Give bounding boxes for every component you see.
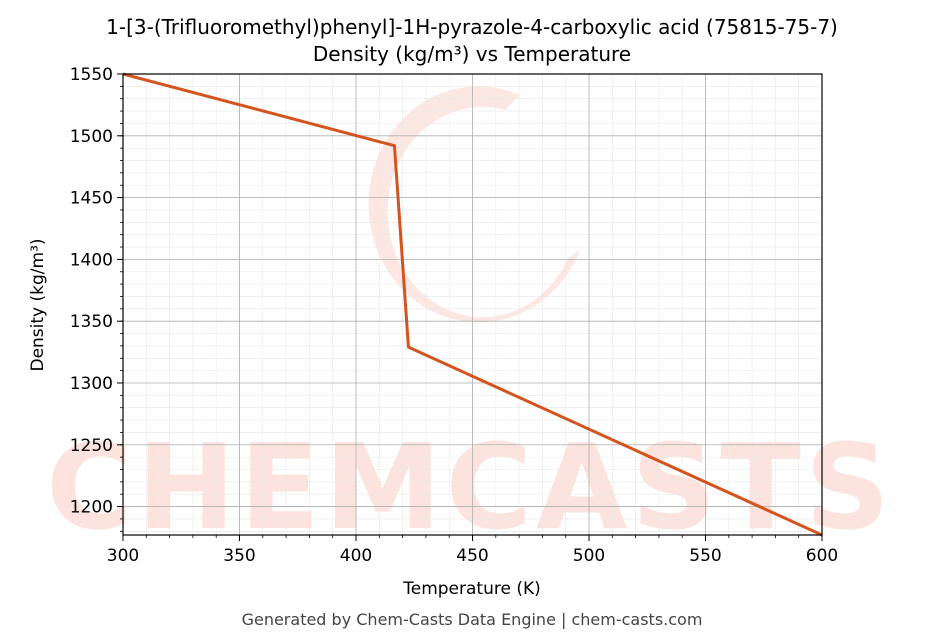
x-tick-label: 600 xyxy=(806,546,838,566)
y-axis-label: Density (kg/m³) xyxy=(28,238,48,371)
watermark-text: CHEMCASTS xyxy=(46,418,894,556)
x-tick-label: 350 xyxy=(223,546,255,566)
watermark-swirl-icon xyxy=(368,86,580,323)
y-tick-label: 1250 xyxy=(70,436,113,456)
series-layer xyxy=(122,72,823,537)
y-tick-label: 1350 xyxy=(70,312,113,332)
footer-text: Generated by Chem-Casts Data Engine | ch… xyxy=(242,610,703,629)
y-tick-label: 1550 xyxy=(70,65,113,85)
plot-area xyxy=(122,72,823,537)
y-tick-label: 1500 xyxy=(70,127,113,147)
x-tick-label: 500 xyxy=(573,546,605,566)
x-axis-label: Temperature (K) xyxy=(402,579,541,599)
y-tick-label: 1400 xyxy=(70,250,113,270)
x-tick-label: 400 xyxy=(340,546,372,566)
x-tick-label: 550 xyxy=(689,546,721,566)
chart-subtitle: Density (kg/m³) vs Temperature xyxy=(313,42,631,66)
density-line xyxy=(122,72,823,537)
chart-title: 1-[3-(Trifluoromethyl)phenyl]-1H-pyrazol… xyxy=(106,15,838,39)
x-axis: 300 350 400 450 500 550 600 xyxy=(107,535,838,566)
y-tick-label: 1300 xyxy=(70,374,113,394)
watermark: CHEMCASTS xyxy=(46,86,894,556)
x-tick-label: 300 xyxy=(107,546,139,566)
y-tick-label: 1200 xyxy=(70,498,113,518)
y-axis: 1200 1250 1300 1350 1400 1450 1500 1550 xyxy=(70,65,123,532)
x-tick-label: 450 xyxy=(456,546,488,566)
y-tick-label: 1450 xyxy=(70,189,113,209)
